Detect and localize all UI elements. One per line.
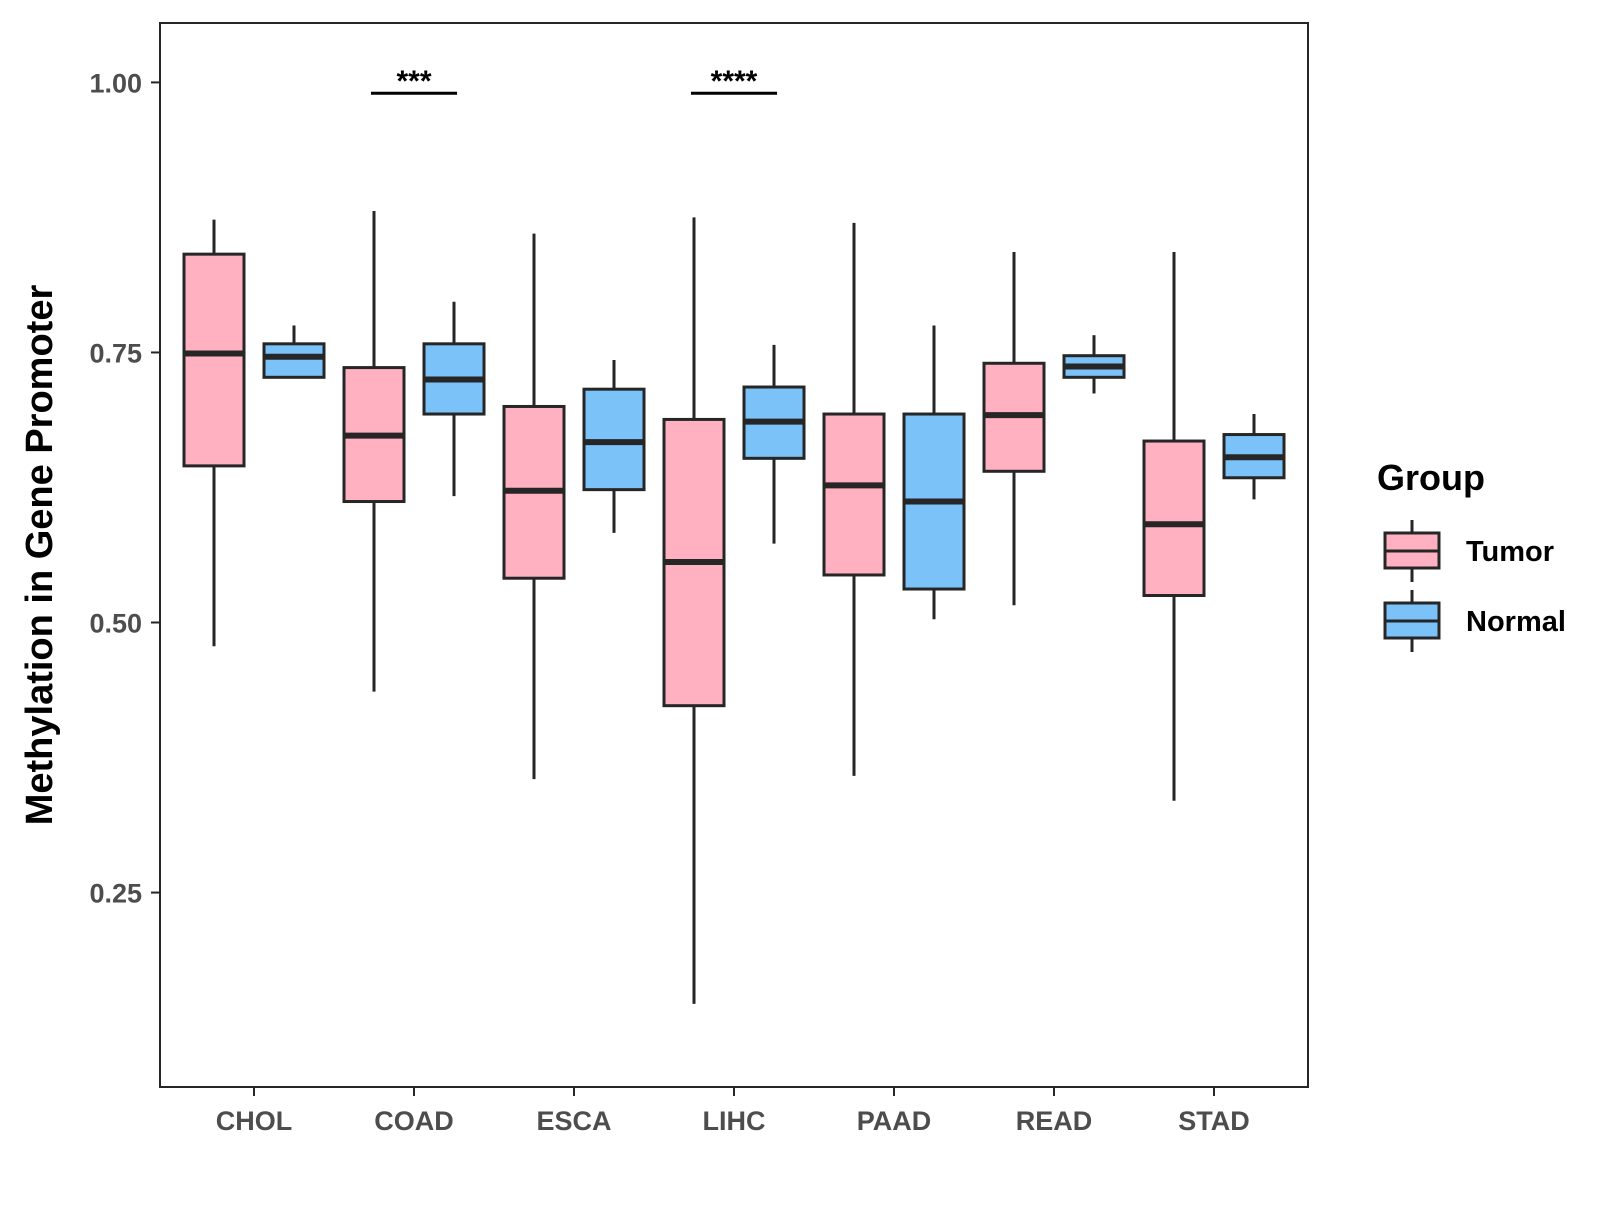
legend-title: Group	[1377, 457, 1485, 498]
iqr-box-stad-tumor	[1142, 439, 1206, 598]
legend: Group Tumor Normal	[1377, 457, 1566, 652]
box-lihc-tumor	[662, 217, 726, 1004]
y-tick-label-3: 1.00	[89, 68, 142, 98]
sig-label-coad: ***	[396, 65, 431, 98]
box-coad-tumor	[342, 210, 406, 692]
legend-label-normal: Normal	[1466, 606, 1566, 638]
x-tick-label-paad: PAAD	[857, 1106, 932, 1136]
legend-key-tumor	[1383, 520, 1441, 582]
x-tick-label-esca: ESCA	[536, 1106, 611, 1136]
box-chol-tumor	[182, 219, 246, 647]
box-lihc-normal	[742, 344, 806, 544]
box-read-normal	[1062, 335, 1126, 394]
y-axis-title: Methylation in Gene Promoter	[19, 285, 61, 826]
x-tick-label-coad: COAD	[374, 1106, 454, 1136]
y-tick-label-0: 0.25	[89, 879, 142, 909]
box-stad-tumor	[1142, 252, 1206, 801]
sig-label-lihc: ****	[711, 65, 758, 98]
box-coad-normal	[422, 301, 486, 497]
y-tick-label-1: 0.50	[89, 609, 142, 639]
iqr-box-chol-tumor	[182, 252, 246, 468]
box-chol-normal	[262, 325, 326, 379]
x-tick-label-chol: CHOL	[216, 1106, 293, 1136]
boxes-layer	[182, 210, 1286, 1004]
box-esca-tumor	[502, 233, 566, 780]
iqr-box-chol-normal	[262, 342, 326, 379]
y-tick-label-2: 0.75	[89, 338, 142, 368]
significance-annotations: *** ****	[371, 65, 777, 98]
iqr-box-paad-tumor	[822, 412, 886, 577]
box-paad-tumor	[822, 222, 886, 776]
box-esca-normal	[582, 360, 646, 533]
legend-label-tumor: Tumor	[1466, 536, 1554, 568]
y-axis: 0.25 0.50 0.75 1.00	[89, 68, 160, 909]
x-axis: CHOL COAD ESCA LIHC PAAD READ STAD	[216, 1087, 1250, 1136]
plot-panel-border	[159, 22, 1309, 1088]
legend-key-normal	[1383, 590, 1441, 652]
x-tick-label-stad: STAD	[1178, 1106, 1250, 1136]
x-tick-label-lihc: LIHC	[703, 1106, 766, 1136]
box-stad-normal	[1222, 414, 1286, 500]
box-paad-normal	[902, 325, 966, 620]
box-read-tumor	[982, 252, 1046, 606]
x-tick-label-read: READ	[1016, 1106, 1093, 1136]
